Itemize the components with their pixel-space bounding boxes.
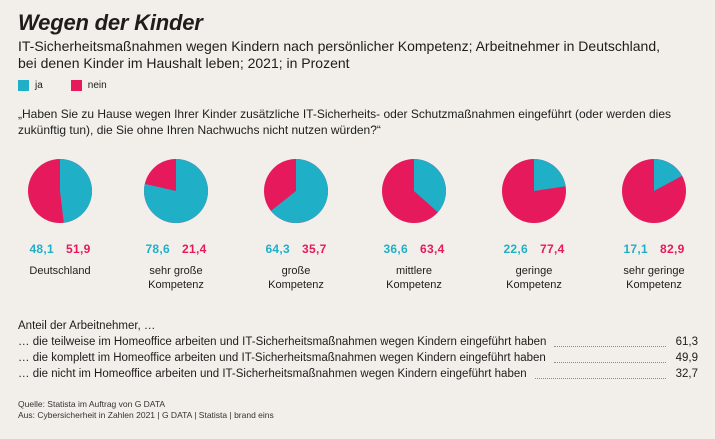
category-label-line: sehr große <box>149 265 203 277</box>
pie <box>28 159 93 223</box>
share-row-text: … die komplett im Homeoffice arbeiten un… <box>18 352 546 364</box>
data-label-nein: 35,7 <box>302 242 327 256</box>
pie-category-label: sehr große Kompetenz <box>121 264 231 292</box>
legend-label-ja: ja <box>35 80 43 91</box>
data-label-ja: 48,1 <box>29 242 54 256</box>
data-label-nein: 63,4 <box>420 242 445 256</box>
data-label-ja: 78,6 <box>145 242 170 256</box>
category-label-line: Deutschland <box>29 265 91 277</box>
pie-category-label: mittlere Kompetenz <box>359 264 469 292</box>
pie <box>264 159 328 223</box>
data-label-ja: 17,1 <box>623 242 648 256</box>
pie <box>144 159 208 223</box>
data-label-nein: 82,9 <box>660 242 685 256</box>
category-label-line: geringe <box>515 265 553 277</box>
category-label-line: Kompetenz <box>386 279 442 291</box>
pie-values: 22,6 77,4 <box>479 242 589 256</box>
pie <box>622 159 686 223</box>
category-label-line: sehr geringe <box>623 265 685 277</box>
pie-values: 48,1 51,9 <box>5 242 115 256</box>
pie-category-label: geringe Kompetenz <box>479 264 589 292</box>
dotted-leader <box>534 370 666 379</box>
legend-swatch-ja <box>18 80 29 91</box>
page-title: Wegen der Kinder <box>18 10 203 35</box>
category-label-line: mittlere <box>395 265 433 277</box>
pie-values: 36,6 63,4 <box>359 242 469 256</box>
pie-slice-ja <box>534 159 566 191</box>
source-line-1: Quelle: Statista im Auftrag von G DATA <box>18 399 166 409</box>
category-label-line: große <box>281 265 311 277</box>
share-row: … die komplett im Homeoffice arbeiten un… <box>18 350 698 366</box>
share-row-text: … die teilweise im Homeoffice arbeiten u… <box>18 336 547 348</box>
pie-category-label: sehr geringe Kompetenz <box>599 264 709 292</box>
data-label-ja: 22,6 <box>503 242 528 256</box>
pie-slice-ja <box>270 159 328 223</box>
pie-slice-ja <box>144 159 208 223</box>
category-label-line: Kompetenz <box>626 279 682 291</box>
pie-values: 17,1 82,9 <box>599 242 709 256</box>
pie <box>502 159 566 223</box>
legend-swatch-nein <box>70 80 82 91</box>
pie-slice-ja <box>654 159 683 191</box>
share-row: … die nicht im Homeoffice arbeiten und I… <box>18 366 698 382</box>
legend-label-nein: nein <box>87 80 107 91</box>
data-label-nein: 51,9 <box>66 242 91 256</box>
legend-item-nein: nein <box>70 80 107 91</box>
legend: ja nein <box>18 80 135 91</box>
pie-category-label: große Kompetenz <box>241 264 351 292</box>
pie-category-label: Deutschland <box>5 264 115 278</box>
share-row: … die teilweise im Homeoffice arbeiten u… <box>18 334 698 350</box>
share-row-value: 61,3 <box>675 336 698 348</box>
survey-question: „Haben Sie zu Hause wegen Ihrer Kinder z… <box>18 107 672 137</box>
pie-slice-ja <box>60 159 93 223</box>
category-label-line: Kompetenz <box>506 279 562 291</box>
source-note: Quelle: Statista im Auftrag von G DATA A… <box>18 399 274 420</box>
category-label-line: Kompetenz <box>268 279 324 291</box>
page-subtitle: IT-Sicherheitsmaßnahmen wegen Kindern na… <box>18 38 661 71</box>
pie-values: 64,3 35,7 <box>241 242 351 256</box>
share-row-value: 49,9 <box>675 352 698 364</box>
pie-values: 78,6 21,4 <box>121 242 231 256</box>
pie-slice-ja <box>414 159 446 213</box>
source-line-2: Aus: Cybersicherheit in Zahlen 2021 | G … <box>18 409 274 420</box>
data-label-ja: 64,3 <box>265 242 290 256</box>
data-label-nein: 77,4 <box>540 242 565 256</box>
share-title: Anteil der Arbeitnehmer, … <box>18 320 156 332</box>
data-label-nein: 21,4 <box>182 242 207 256</box>
pie <box>382 159 446 223</box>
share-row-value: 32,7 <box>675 368 698 380</box>
dotted-leader <box>554 338 666 347</box>
share-row-text: … die nicht im Homeoffice arbeiten und I… <box>18 368 527 380</box>
category-label-line: Kompetenz <box>148 279 204 291</box>
data-label-ja: 36,6 <box>383 242 408 256</box>
legend-item-ja: ja <box>18 80 43 91</box>
dotted-leader <box>553 354 666 363</box>
